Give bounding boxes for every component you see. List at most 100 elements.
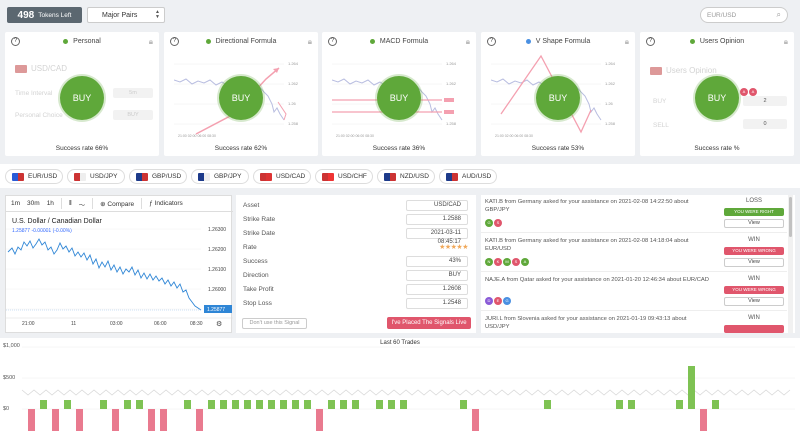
avatar: G <box>503 297 511 305</box>
avatar-group: G S <box>485 219 502 227</box>
avatar: A <box>740 88 748 96</box>
signal-row-success: Success 43% <box>236 255 476 269</box>
card-title: Users Opinion <box>640 38 794 45</box>
indicator-icon: ƒ <box>149 200 153 207</box>
card-directional-formula: ? Directional Formula 🔒︎ 1.264 1.262 1.2… <box>164 32 318 156</box>
card-title: Directional Formula <box>164 38 318 45</box>
help-icon[interactable]: ? <box>170 37 179 46</box>
dont-use-signal-button[interactable]: Don't use this Signal <box>242 318 307 329</box>
svg-text:1.258: 1.258 <box>605 121 616 126</box>
compare-button[interactable]: ⊕ Compare <box>100 200 135 208</box>
pair-tab-gbpusd[interactable]: GBP/USD <box>129 169 187 184</box>
pairs-select[interactable]: Major Pairs ▲ ▼ <box>87 7 165 23</box>
success-rate: Success rate 36% <box>372 145 426 152</box>
buy-signal-circle[interactable]: BUY <box>536 76 580 120</box>
last-price-marker <box>204 305 232 313</box>
view-button[interactable]: View <box>724 219 784 228</box>
list-item: KATI.B from Germany asked for your assis… <box>481 195 787 233</box>
result-label: WIN <box>748 237 760 243</box>
trade-bar <box>28 409 35 431</box>
buy-signal-circle[interactable]: BUY <box>60 76 104 120</box>
chart-symbol: U.S. Dollar / Canadian Dollar <box>12 218 102 225</box>
help-icon[interactable]: ? <box>487 37 496 46</box>
price-chart-panel: 1m 30m 1h ⫴ 〜 ⊕ Compare ƒ Indicators U.S… <box>5 195 233 333</box>
trade-bar <box>136 400 143 409</box>
trade-bar <box>460 400 467 409</box>
flag-icon <box>15 64 27 73</box>
buy-signal-circle[interactable]: BUY <box>695 76 739 120</box>
card-title: Personal <box>5 38 159 45</box>
line-style-icon[interactable]: 〜 <box>78 201 86 209</box>
trade-bar <box>304 400 311 409</box>
search-icon: ⌕ <box>776 10 781 19</box>
tokens-left-badge: 498 Tokens Left <box>7 7 82 23</box>
divider <box>141 198 143 209</box>
faded-value-1: 5m <box>113 88 153 98</box>
result-label: WIN <box>748 276 760 282</box>
faded-buy-label: BUY <box>653 98 667 105</box>
scrollbar-thumb[interactable] <box>789 197 792 237</box>
x-tick: 06:00 <box>154 321 167 327</box>
trade-bar <box>232 400 239 409</box>
search-input[interactable]: EUR/USD ⌕ <box>700 7 788 23</box>
buy-count: 2 <box>743 96 787 106</box>
y-tick: 1.26300 <box>208 227 226 233</box>
chart-quote: 1.25877 -0.00001 (-0.00%) <box>12 228 72 234</box>
view-button[interactable]: View <box>724 297 784 306</box>
lock-icon: 🔒︎ <box>307 37 312 46</box>
timeframe-30m[interactable]: 30m <box>27 200 40 207</box>
trades-bar-chart <box>21 346 795 431</box>
help-icon[interactable]: ? <box>11 37 20 46</box>
pair-tab-usdjpy[interactable]: USD/JPY <box>67 169 125 184</box>
bar-style-icon[interactable]: ⫴ <box>68 199 72 207</box>
card-title: V Shape Formula <box>481 38 635 45</box>
trade-bar <box>196 409 203 431</box>
pair-tab-eurusd[interactable]: EUR/USD <box>5 169 63 184</box>
avatar: S <box>494 219 502 227</box>
svg-text:1.264: 1.264 <box>605 61 616 66</box>
success-rate: Success rate % <box>694 145 740 152</box>
signal-row-strike-date: Strike Date 2021-03-11 08:45:17 <box>236 227 476 245</box>
pair-tab-audusd[interactable]: AUD/USD <box>439 169 497 184</box>
avatar: G <box>485 219 493 227</box>
y-tick: 1.26200 <box>208 247 226 253</box>
scrollbar[interactable] <box>788 195 793 333</box>
card-title: MACD Formula <box>322 38 476 45</box>
y-tick: $1,000 <box>3 343 20 349</box>
trade-bar <box>376 400 383 409</box>
help-icon[interactable]: ? <box>328 37 337 46</box>
pair-tab-usdchf[interactable]: USD/CHF <box>315 169 373 184</box>
flag-icon <box>446 172 458 181</box>
y-tick: 1.26000 <box>208 287 226 293</box>
avatar: A <box>749 88 757 96</box>
timeframe-1m[interactable]: 1m <box>11 200 21 207</box>
help-icon[interactable]: ? <box>646 37 655 46</box>
settings-icon[interactable]: ⚙ <box>216 320 222 328</box>
result-tag: YOU WERE RIGHT <box>724 208 784 216</box>
avatar: S <box>512 258 520 266</box>
trade-bar <box>124 400 131 409</box>
svg-text:1.262: 1.262 <box>288 81 299 86</box>
svg-text:21:00 02:00 06:00 08:30: 21:00 02:00 06:00 08:30 <box>336 134 374 138</box>
flag-icon <box>136 172 148 181</box>
svg-text:1.262: 1.262 <box>446 81 457 86</box>
y-tick: 1.26100 <box>208 267 226 273</box>
buy-signal-circle[interactable]: BUY <box>377 76 421 120</box>
flag-icon <box>12 172 24 181</box>
signal-row-direction: Direction BUY <box>236 269 476 283</box>
svg-text:1.264: 1.264 <box>288 61 299 66</box>
trade-bar <box>400 400 407 409</box>
buy-signal-circle[interactable]: BUY <box>219 76 263 120</box>
view-button[interactable]: View <box>724 258 784 267</box>
search-placeholder: EUR/USD <box>707 11 737 19</box>
timeframe-1h[interactable]: 1h <box>46 200 54 207</box>
last-price: 1.25877 <box>207 307 225 313</box>
pair-tab-gbpjpy[interactable]: GBP/JPY <box>191 169 249 184</box>
trade-bar <box>40 400 47 409</box>
signal-row-asset: Asset USD/CAD <box>236 199 476 213</box>
placed-signal-live-button[interactable]: I've Placed The Signals Live <box>387 317 471 329</box>
pair-tab-usdcad[interactable]: USD/CAD <box>253 169 311 184</box>
x-tick: 03:00 <box>110 321 123 327</box>
indicators-button[interactable]: ƒ Indicators <box>149 200 183 207</box>
pair-tab-nzdusd[interactable]: NZD/USD <box>377 169 435 184</box>
